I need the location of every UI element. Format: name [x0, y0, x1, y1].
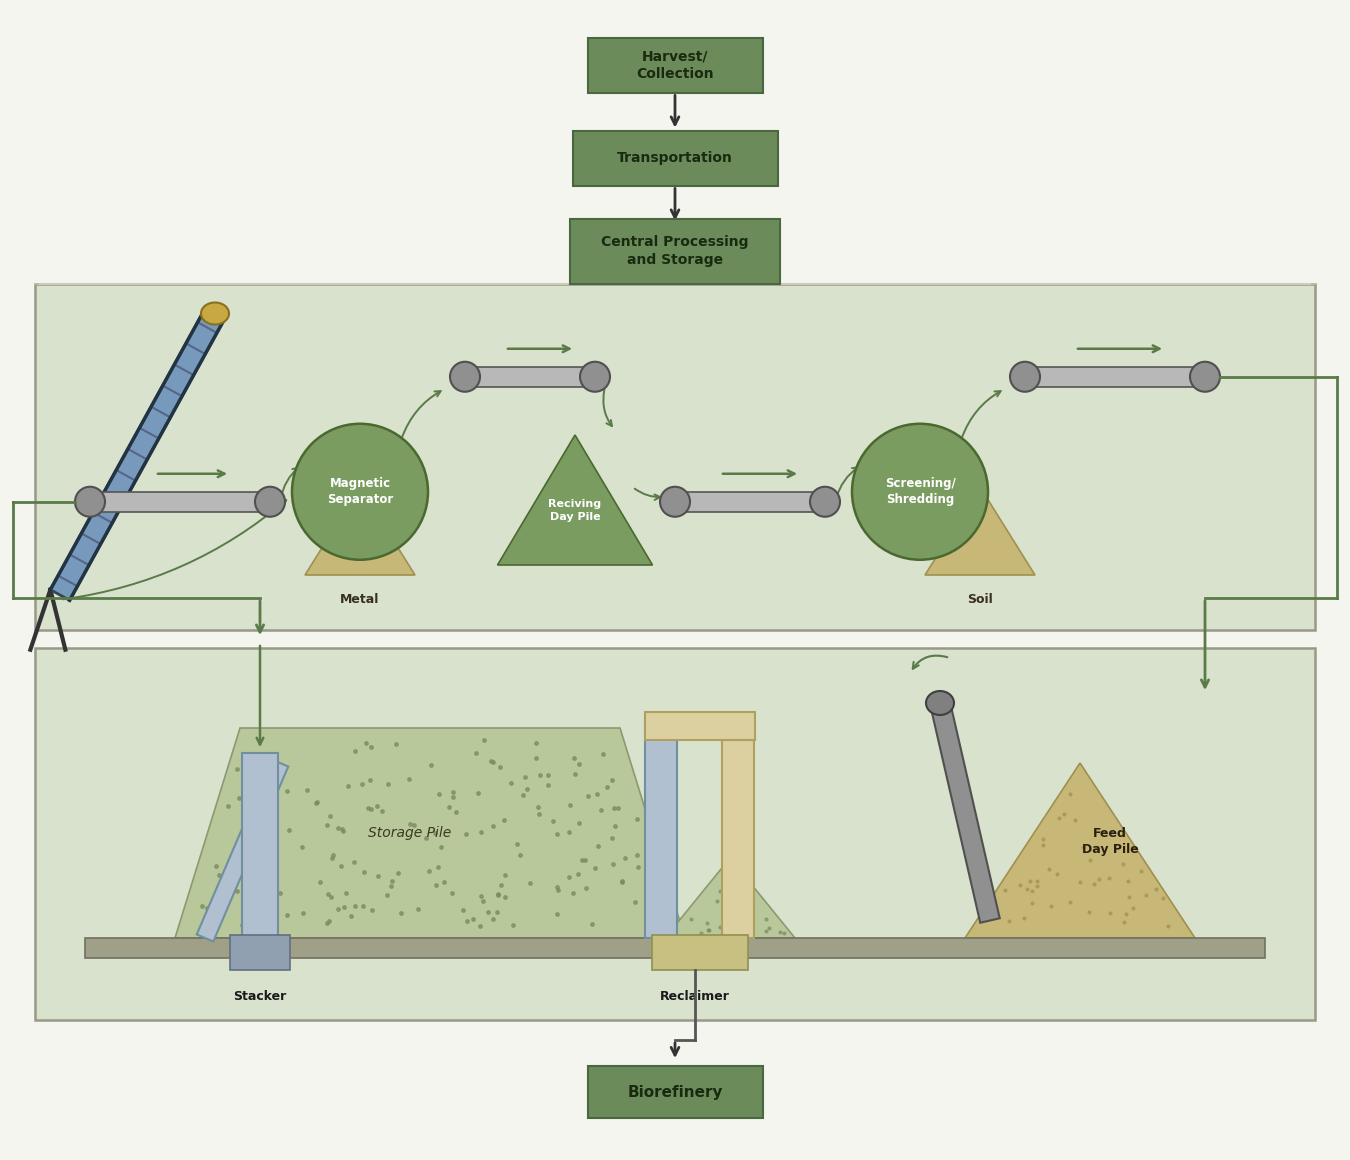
- FancyBboxPatch shape: [587, 1066, 763, 1118]
- Polygon shape: [176, 728, 684, 938]
- Ellipse shape: [76, 487, 105, 516]
- FancyBboxPatch shape: [570, 218, 780, 283]
- FancyBboxPatch shape: [90, 492, 270, 512]
- FancyBboxPatch shape: [464, 367, 595, 386]
- FancyBboxPatch shape: [722, 718, 755, 938]
- Ellipse shape: [1010, 362, 1040, 392]
- FancyBboxPatch shape: [587, 37, 763, 93]
- Polygon shape: [305, 487, 414, 575]
- FancyBboxPatch shape: [85, 938, 1265, 958]
- Text: Reclaimer: Reclaimer: [660, 989, 730, 1003]
- FancyBboxPatch shape: [675, 492, 825, 512]
- Text: Magnetic
Separator: Magnetic Separator: [327, 477, 393, 506]
- Text: Reciving
Day Pile: Reciving Day Pile: [548, 499, 602, 522]
- Text: Screening/
Shredding: Screening/ Shredding: [884, 477, 956, 506]
- Ellipse shape: [810, 487, 840, 516]
- FancyBboxPatch shape: [242, 753, 278, 938]
- Polygon shape: [930, 701, 1000, 922]
- Text: Stacker: Stacker: [234, 989, 286, 1003]
- Polygon shape: [666, 858, 795, 938]
- Text: Harvest/
Collection: Harvest/ Collection: [636, 49, 714, 81]
- Polygon shape: [50, 309, 224, 601]
- Ellipse shape: [580, 362, 610, 392]
- Ellipse shape: [926, 691, 954, 715]
- Polygon shape: [965, 763, 1195, 938]
- Text: Feed
Day Pile: Feed Day Pile: [1081, 827, 1138, 856]
- Ellipse shape: [201, 303, 230, 325]
- Ellipse shape: [450, 362, 481, 392]
- Circle shape: [852, 423, 988, 560]
- Polygon shape: [925, 487, 1035, 575]
- FancyBboxPatch shape: [652, 935, 748, 970]
- Text: Central Processing
and Storage: Central Processing and Storage: [601, 235, 749, 267]
- Text: Storage Pile: Storage Pile: [369, 826, 452, 840]
- Polygon shape: [197, 760, 289, 942]
- FancyBboxPatch shape: [35, 283, 1315, 630]
- FancyBboxPatch shape: [645, 712, 755, 740]
- FancyBboxPatch shape: [1025, 367, 1206, 386]
- FancyBboxPatch shape: [35, 648, 1315, 1020]
- Text: Transportation: Transportation: [617, 151, 733, 165]
- Ellipse shape: [255, 487, 285, 516]
- Text: Metal: Metal: [340, 593, 379, 606]
- FancyBboxPatch shape: [230, 935, 290, 970]
- FancyBboxPatch shape: [645, 718, 676, 938]
- Circle shape: [292, 423, 428, 560]
- FancyBboxPatch shape: [572, 131, 778, 186]
- Polygon shape: [498, 435, 652, 565]
- Text: Biorefinery: Biorefinery: [628, 1085, 722, 1100]
- Text: Soil: Soil: [967, 593, 992, 606]
- Ellipse shape: [660, 487, 690, 516]
- Ellipse shape: [1189, 362, 1220, 392]
